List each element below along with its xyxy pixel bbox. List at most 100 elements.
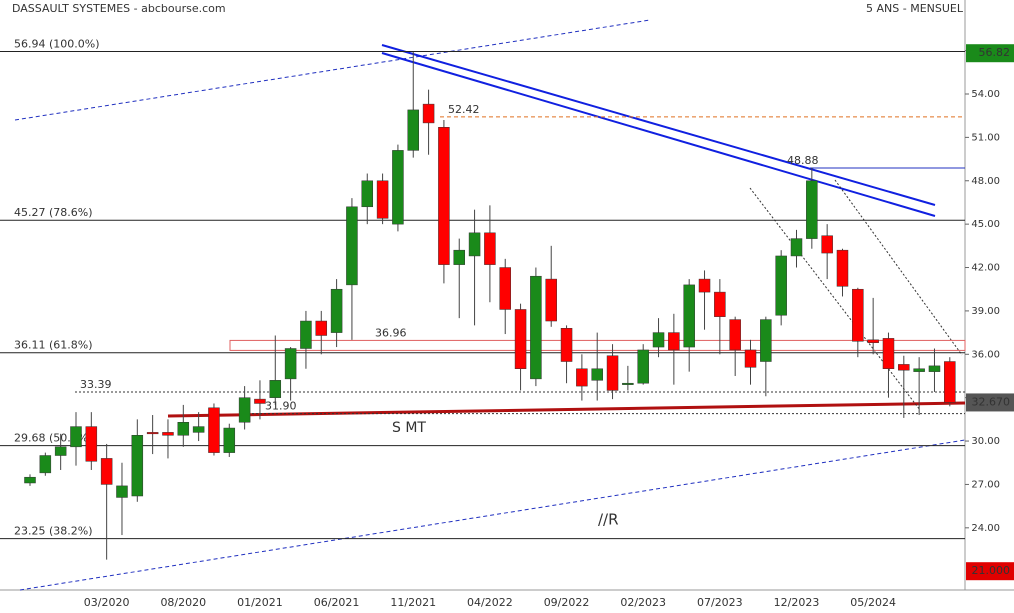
chart-subtitle: 5 ANS - MENSUEL bbox=[866, 2, 964, 15]
level-label: 36.96 bbox=[375, 326, 407, 339]
candle-body bbox=[70, 426, 82, 448]
trend-line bbox=[381, 44, 936, 206]
candle-body bbox=[637, 349, 649, 384]
x-tick-label: 09/2022 bbox=[544, 596, 590, 609]
candle-body bbox=[346, 206, 358, 286]
chart-title: DASSAULT SYSTEMES - abcbourse.com bbox=[12, 2, 226, 15]
candle-body bbox=[131, 435, 144, 497]
annotation: //R bbox=[598, 511, 619, 529]
price-tag-label: 21.000 bbox=[972, 564, 1011, 577]
level-label: 31.90 bbox=[265, 400, 297, 413]
candle-body bbox=[407, 109, 419, 151]
candle-body bbox=[315, 320, 328, 336]
level-label: 36.11 (61.8%) bbox=[14, 339, 93, 352]
candle-body bbox=[606, 355, 619, 391]
candle-body bbox=[422, 103, 435, 124]
candle-body bbox=[300, 320, 312, 349]
candle-body bbox=[177, 422, 190, 436]
level-label: 45.27 (78.6%) bbox=[14, 206, 93, 219]
trend-line bbox=[381, 52, 936, 217]
price-tag-label: 32.670 bbox=[972, 395, 1011, 408]
candle-body bbox=[576, 368, 588, 387]
candle-body bbox=[683, 284, 695, 348]
y-tick-label: 30.00 bbox=[971, 436, 1000, 447]
channel-line bbox=[19, 439, 966, 591]
candle-body bbox=[269, 380, 282, 398]
x-tick-label: 03/2020 bbox=[84, 596, 130, 609]
candle-body bbox=[499, 267, 511, 310]
y-tick-label: 24.00 bbox=[971, 523, 1000, 534]
y-tick-label: 51.00 bbox=[971, 132, 1000, 143]
annotation: S MT bbox=[392, 420, 426, 436]
level-label: 23.25 (38.2%) bbox=[14, 525, 93, 538]
level-label: 48.88 bbox=[787, 154, 819, 167]
candle-body bbox=[468, 232, 481, 257]
x-tick-label: 11/2021 bbox=[390, 596, 436, 609]
candle-body bbox=[622, 382, 634, 385]
candle-body bbox=[376, 180, 389, 219]
candle-body bbox=[254, 398, 266, 404]
candle-body bbox=[729, 319, 741, 351]
candle-body bbox=[867, 339, 879, 343]
candle-body bbox=[146, 432, 159, 435]
candle-body bbox=[24, 476, 36, 484]
x-tick-label: 05/2024 bbox=[850, 596, 896, 609]
candle-body bbox=[162, 432, 174, 436]
candle-body bbox=[744, 349, 757, 368]
candle-body bbox=[944, 361, 956, 403]
x-tick-label: 02/2023 bbox=[620, 596, 666, 609]
trend-line bbox=[749, 187, 921, 411]
price-tag bbox=[966, 562, 1014, 581]
candle-body bbox=[560, 328, 573, 362]
candle-body bbox=[836, 249, 849, 287]
x-tick-label: 07/2023 bbox=[697, 596, 743, 609]
level-label: 33.39 bbox=[80, 378, 112, 391]
y-tick-label: 42.00 bbox=[971, 263, 1000, 274]
candle-body bbox=[438, 127, 450, 265]
candle-body bbox=[514, 309, 527, 369]
level-label: 52.42 bbox=[448, 103, 480, 116]
candle-body bbox=[284, 348, 297, 380]
candle-body bbox=[668, 332, 680, 351]
trend-lines bbox=[14, 19, 966, 591]
candle-body bbox=[484, 232, 496, 265]
candle-body bbox=[223, 427, 236, 453]
price-tag-label: 56.82 bbox=[979, 46, 1011, 59]
candle-body bbox=[760, 319, 772, 362]
x-tick-label: 08/2020 bbox=[160, 596, 206, 609]
candle-body bbox=[913, 368, 925, 372]
candle-body bbox=[806, 180, 818, 239]
candle-body bbox=[85, 426, 98, 462]
candle-body bbox=[392, 150, 404, 225]
price-tag bbox=[966, 44, 1014, 63]
y-tick-label: 27.00 bbox=[971, 479, 1000, 490]
x-tick-label: 06/2021 bbox=[314, 596, 360, 609]
y-tick-label: 48.00 bbox=[971, 176, 1000, 187]
candle-body bbox=[882, 338, 895, 370]
trend-line bbox=[834, 179, 963, 356]
price-tag bbox=[966, 393, 1014, 412]
y-tick-label: 54.00 bbox=[971, 89, 1000, 100]
level-label: 56.94 (100.0%) bbox=[14, 37, 100, 50]
channel-line bbox=[14, 19, 651, 121]
candle-body bbox=[116, 485, 128, 498]
x-tick-label: 12/2023 bbox=[774, 596, 820, 609]
candle-body bbox=[208, 407, 220, 453]
candle-body bbox=[652, 332, 665, 348]
candle-body bbox=[530, 275, 542, 380]
candle-body bbox=[898, 364, 910, 371]
candle-body bbox=[238, 397, 251, 423]
candle-body bbox=[545, 278, 557, 322]
candle-body bbox=[361, 180, 374, 208]
candle-body bbox=[698, 278, 711, 293]
y-tick-label: 36.00 bbox=[971, 349, 1000, 360]
candle-body bbox=[100, 458, 113, 485]
candle-body bbox=[852, 288, 864, 342]
y-tick-label: 39.00 bbox=[971, 306, 1000, 317]
candle-body bbox=[453, 249, 465, 265]
candle-body bbox=[928, 365, 941, 372]
candle-body bbox=[54, 446, 67, 456]
x-tick-label: 01/2021 bbox=[237, 596, 283, 609]
candle-body bbox=[591, 368, 603, 381]
